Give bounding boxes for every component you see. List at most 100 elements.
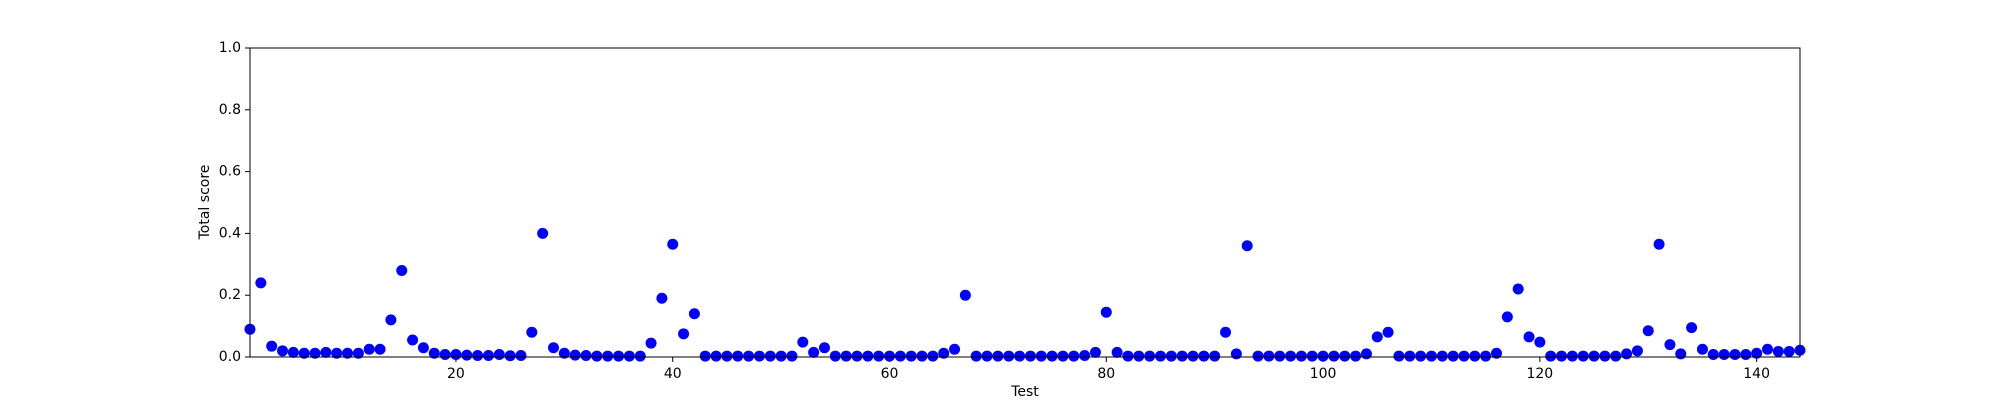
point bbox=[1707, 349, 1719, 361]
x-tick-label: 80 bbox=[1097, 366, 1115, 382]
point bbox=[1089, 346, 1101, 358]
y-tick-label: 0.2 bbox=[219, 287, 241, 303]
point bbox=[764, 350, 776, 362]
point bbox=[1057, 350, 1069, 362]
point bbox=[374, 343, 386, 355]
point bbox=[732, 350, 744, 362]
point bbox=[493, 349, 505, 361]
point bbox=[1545, 350, 1557, 362]
point bbox=[1176, 350, 1188, 362]
point bbox=[1469, 350, 1481, 362]
point bbox=[450, 349, 462, 361]
point bbox=[786, 350, 798, 362]
point bbox=[255, 277, 267, 289]
y-tick-label: 0.4 bbox=[219, 225, 241, 241]
point bbox=[1241, 240, 1253, 252]
point bbox=[1144, 350, 1156, 362]
point bbox=[331, 347, 343, 359]
point bbox=[1046, 350, 1058, 362]
point bbox=[916, 350, 928, 362]
point bbox=[1003, 350, 1015, 362]
point bbox=[1263, 350, 1275, 362]
point bbox=[1165, 350, 1177, 362]
point bbox=[992, 350, 1004, 362]
point bbox=[417, 342, 429, 354]
point bbox=[1642, 325, 1654, 337]
point bbox=[938, 347, 950, 359]
point bbox=[1154, 350, 1166, 362]
point bbox=[970, 350, 982, 362]
point bbox=[591, 350, 603, 362]
point bbox=[1274, 350, 1286, 362]
point bbox=[1523, 331, 1535, 343]
point bbox=[1566, 350, 1578, 362]
point bbox=[1285, 350, 1297, 362]
point bbox=[1458, 350, 1470, 362]
point bbox=[1491, 347, 1503, 359]
point bbox=[1436, 350, 1448, 362]
point bbox=[309, 347, 321, 359]
point bbox=[1382, 326, 1394, 338]
point bbox=[580, 349, 592, 361]
point bbox=[1306, 350, 1318, 362]
point bbox=[613, 350, 625, 362]
point bbox=[547, 342, 559, 354]
plot-frame bbox=[249, 47, 1801, 358]
point bbox=[894, 350, 906, 362]
point bbox=[1024, 350, 1036, 362]
point bbox=[656, 292, 668, 304]
point bbox=[775, 350, 787, 362]
x-tick-label: 60 bbox=[881, 366, 899, 382]
point bbox=[287, 346, 299, 358]
point bbox=[396, 264, 408, 276]
point bbox=[558, 347, 570, 359]
x-tick-label: 40 bbox=[664, 366, 682, 382]
point bbox=[472, 349, 484, 361]
point bbox=[1220, 326, 1232, 338]
y-tick-label: 0.0 bbox=[219, 349, 241, 365]
x-tick-label: 20 bbox=[447, 366, 465, 382]
point bbox=[385, 314, 397, 326]
point bbox=[667, 238, 679, 250]
point bbox=[482, 349, 494, 361]
x-axis-label: Test bbox=[1010, 384, 1039, 400]
point bbox=[1209, 350, 1221, 362]
point bbox=[277, 345, 289, 357]
point bbox=[526, 326, 538, 338]
point bbox=[1295, 350, 1307, 362]
point bbox=[710, 350, 722, 362]
point bbox=[1111, 346, 1123, 358]
point bbox=[959, 289, 971, 301]
point bbox=[1740, 349, 1752, 361]
point bbox=[623, 350, 635, 362]
point bbox=[1686, 322, 1698, 334]
point bbox=[537, 227, 549, 239]
point bbox=[342, 347, 354, 359]
point bbox=[1035, 350, 1047, 362]
point bbox=[1404, 350, 1416, 362]
point bbox=[439, 349, 451, 361]
point bbox=[808, 346, 820, 358]
point bbox=[1360, 348, 1372, 360]
point bbox=[504, 350, 516, 362]
point bbox=[634, 350, 646, 362]
point bbox=[829, 350, 841, 362]
point bbox=[1425, 350, 1437, 362]
point bbox=[753, 350, 765, 362]
point bbox=[602, 350, 614, 362]
point bbox=[981, 350, 993, 362]
point bbox=[743, 350, 755, 362]
point bbox=[884, 350, 896, 362]
point bbox=[1079, 349, 1091, 361]
point bbox=[1577, 350, 1589, 362]
x-tick-label: 140 bbox=[1743, 366, 1770, 382]
point bbox=[569, 349, 581, 361]
point bbox=[905, 350, 917, 362]
point bbox=[1371, 331, 1383, 343]
point bbox=[1068, 350, 1080, 362]
point bbox=[1772, 345, 1784, 357]
point bbox=[1588, 350, 1600, 362]
point bbox=[721, 350, 733, 362]
point bbox=[428, 347, 440, 359]
